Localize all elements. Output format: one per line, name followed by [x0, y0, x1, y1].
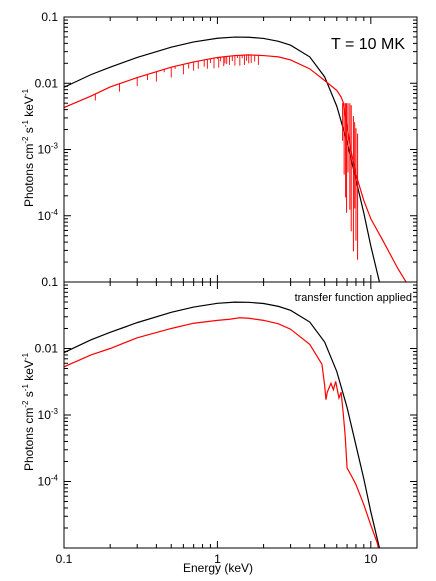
bottom-series-black-line	[64, 301, 381, 548]
y-label-part-1: Photons cm	[22, 408, 36, 471]
y-tick-label: 0.1	[41, 10, 58, 24]
top-series-black-line	[64, 36, 381, 282]
y-label-part-2: s	[22, 391, 36, 400]
top-plot-frame	[63, 16, 418, 283]
x-axis-label: Energy (keV)	[183, 561, 253, 575]
y-tick-label: 0.1	[41, 275, 58, 289]
y-tick-label: 10-3	[38, 407, 59, 422]
top-y-axis-label: Photons cm-2 s-1 keV-1	[21, 88, 36, 207]
y-tick-label-base: 10	[38, 408, 52, 422]
y-label-exp-1: -2	[21, 400, 30, 408]
y-label-exp-3: -1	[21, 88, 30, 96]
y-tick-label-exponent: -4	[51, 208, 59, 217]
bottom-plot-frame	[63, 281, 418, 549]
bottom-y-axis-label: Photons cm-2 s-1 keV-1	[21, 352, 36, 471]
y-tick-label-exponent: -3	[51, 142, 59, 151]
y-label-part-3: keV	[22, 96, 36, 120]
y-tick-label: 0.01	[35, 76, 59, 90]
y-tick-label-base: 10	[38, 143, 52, 157]
y-label-part-2: s	[22, 127, 36, 136]
y-label-exp-2: -1	[21, 120, 30, 128]
x-tick-label: 1	[214, 552, 221, 566]
top-series-group	[64, 36, 407, 282]
y-label-part-1: Photons cm	[22, 144, 36, 207]
y-tick-label-exponent: -4	[51, 474, 59, 483]
y-label-exp-2: -1	[21, 384, 30, 392]
y-tick-label: 0.01	[35, 342, 59, 356]
x-tick-label: 10	[364, 552, 378, 566]
y-tick-label-base: 10	[38, 475, 52, 489]
x-tick-label: 0.1	[56, 552, 73, 566]
y-tick-label-base: 10	[38, 209, 52, 223]
y-tick-label: 10-3	[38, 142, 59, 157]
y-label-part-3: keV	[22, 360, 36, 384]
bottom-series-red-line	[64, 317, 379, 548]
y-tick-label: 10-4	[38, 208, 59, 223]
y-tick-label: 10-4	[38, 474, 59, 489]
y-label-exp-1: -2	[21, 136, 30, 144]
temperature-annotation: T = 10 MK	[331, 36, 405, 53]
y-tick-label-exponent: -3	[51, 407, 59, 416]
y-label-exp-3: -1	[21, 352, 30, 360]
transfer-function-annotation: transfer function applied	[295, 292, 412, 304]
bottom-series-group	[64, 301, 381, 548]
